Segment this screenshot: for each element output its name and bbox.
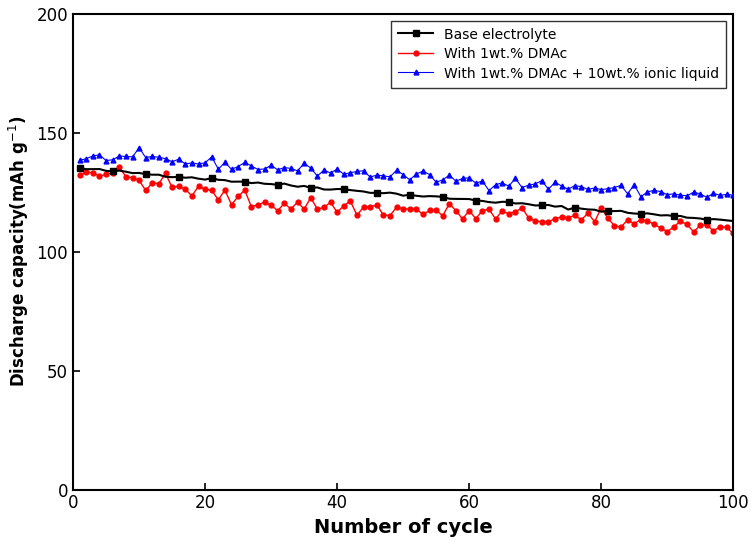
With 1wt.% DMAc (683, 221, 692, 228)
With 1wt.% DMAc + 10wt.% ionic liquid (729, 192, 738, 199)
With 1wt.% DMAc + 10wt.% ionic liquid (75, 157, 84, 164)
With 1wt.% DMAc (75, 172, 84, 178)
Line: Base electrolyte: Base electrolyte (77, 165, 736, 224)
Base electrolyte (227, 178, 236, 185)
Base electrolyte (696, 215, 705, 222)
Line: With 1wt.% DMAc + 10wt.% ionic liquid: With 1wt.% DMAc + 10wt.% ionic liquid (77, 145, 736, 200)
With 1wt.% DMAc + 10wt.% ionic liquid (207, 153, 216, 160)
With 1wt.% DMAc + 10wt.% ionic liquid (471, 180, 480, 187)
With 1wt.% DMAc (207, 187, 216, 194)
Y-axis label: Discharge capacity(mAh g$^{-1}$): Discharge capacity(mAh g$^{-1}$) (7, 116, 31, 387)
Base electrolyte (200, 176, 209, 183)
With 1wt.% DMAc + 10wt.% ionic liquid (234, 163, 243, 170)
Base electrolyte (465, 196, 474, 202)
Base electrolyte (412, 193, 421, 199)
With 1wt.% DMAc + 10wt.% ionic liquid (702, 194, 711, 201)
With 1wt.% DMAc + 10wt.% ionic liquid (709, 190, 718, 196)
With 1wt.% DMAc (234, 193, 243, 200)
Base electrolyte (75, 165, 84, 171)
With 1wt.% DMAc + 10wt.% ionic liquid (683, 193, 692, 199)
With 1wt.% DMAc (702, 221, 711, 228)
With 1wt.% DMAc (115, 164, 124, 170)
Legend: Base electrolyte, With 1wt.% DMAc, With 1wt.% DMAc + 10wt.% ionic liquid: Base electrolyte, With 1wt.% DMAc, With … (392, 21, 727, 88)
With 1wt.% DMAc (418, 211, 427, 218)
Base electrolyte (729, 218, 738, 224)
Base electrolyte (676, 213, 685, 219)
With 1wt.% DMAc + 10wt.% ionic liquid (418, 168, 427, 174)
With 1wt.% DMAc + 10wt.% ionic liquid (135, 145, 144, 151)
With 1wt.% DMAc (729, 230, 738, 237)
Line: With 1wt.% DMAc: With 1wt.% DMAc (77, 165, 736, 236)
With 1wt.% DMAc (471, 215, 480, 222)
X-axis label: Number of cycle: Number of cycle (314, 518, 493, 537)
